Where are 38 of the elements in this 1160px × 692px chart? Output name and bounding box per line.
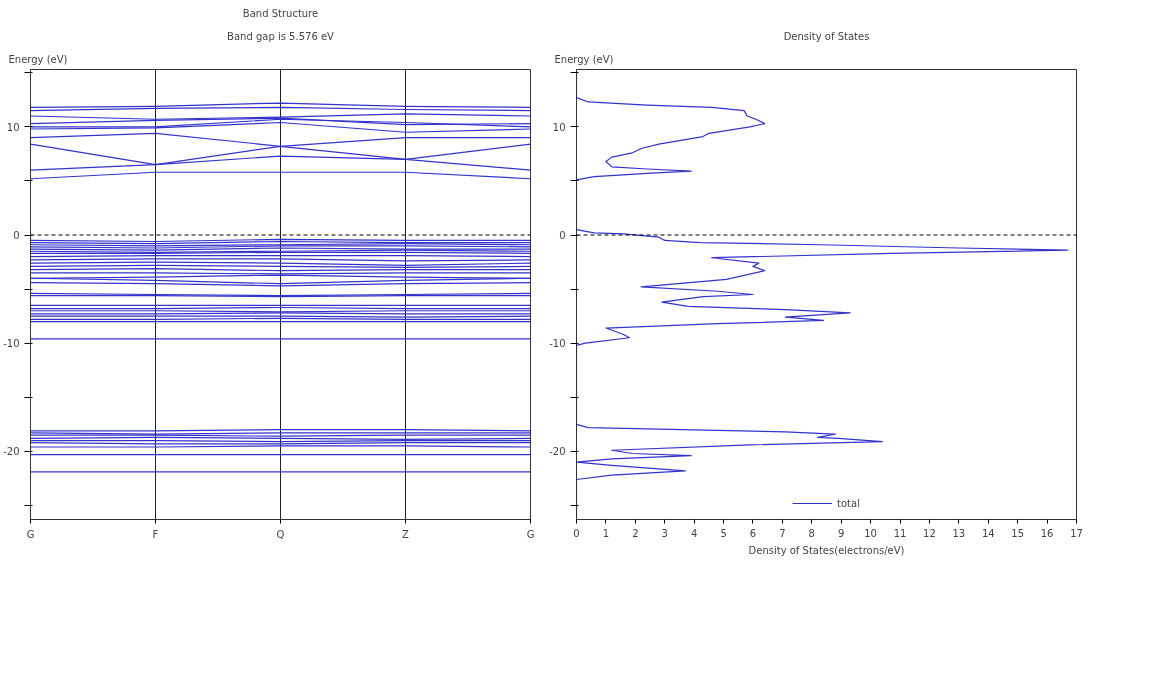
x-tick-label: 13 <box>952 527 966 539</box>
x-tick-label: 0 <box>573 527 580 539</box>
x-tick-label: 16 <box>1040 527 1054 539</box>
y-axis-title: Energy (eV) <box>8 53 68 65</box>
legend-label: total <box>837 497 860 509</box>
x-tick-label: 8 <box>808 527 815 539</box>
x-tick-label: 15 <box>1011 527 1025 539</box>
chart-subtitle: Band gap is 5.576 eV <box>227 30 335 42</box>
x-tick-label: G <box>526 528 535 540</box>
y-tick-label: 0 <box>559 230 566 241</box>
chart-title: Density of States <box>783 30 870 42</box>
x-tick-label: 4 <box>690 527 698 539</box>
x-tick-label: 12 <box>923 527 936 539</box>
x-tick-label: 1 <box>602 527 610 539</box>
x-tick-label: G <box>26 528 35 540</box>
x-tick-label: F <box>152 528 159 540</box>
x-tick-label: Q <box>276 528 285 540</box>
x-tick-label: 10 <box>864 527 877 539</box>
y-tick-label: 0 <box>13 230 20 241</box>
y-tick-label: 10 <box>6 121 20 133</box>
x-tick-label: 17 <box>1070 527 1083 539</box>
x-axis-title: Density of States(electrons/eV) <box>748 544 905 556</box>
x-tick-label: 6 <box>749 527 757 539</box>
x-tick-label: 7 <box>779 527 786 539</box>
y-tick-label: -10 <box>3 338 20 350</box>
x-tick-label: 2 <box>632 527 639 539</box>
x-tick-label: 11 <box>893 527 907 539</box>
y-tick-label: -20 <box>549 446 566 458</box>
chart-title: Band Structure <box>242 7 319 19</box>
x-tick-label: Z <box>402 528 410 540</box>
y-axis-title: Energy (eV) <box>554 53 614 65</box>
x-tick-label: 5 <box>720 527 727 539</box>
y-tick-label: -10 <box>549 338 566 350</box>
x-tick-label: 3 <box>661 527 668 539</box>
x-tick-label: 9 <box>838 527 845 539</box>
y-tick-label: 10 <box>552 121 566 133</box>
y-tick-label: -20 <box>3 446 20 458</box>
x-tick-label: 14 <box>981 527 995 539</box>
